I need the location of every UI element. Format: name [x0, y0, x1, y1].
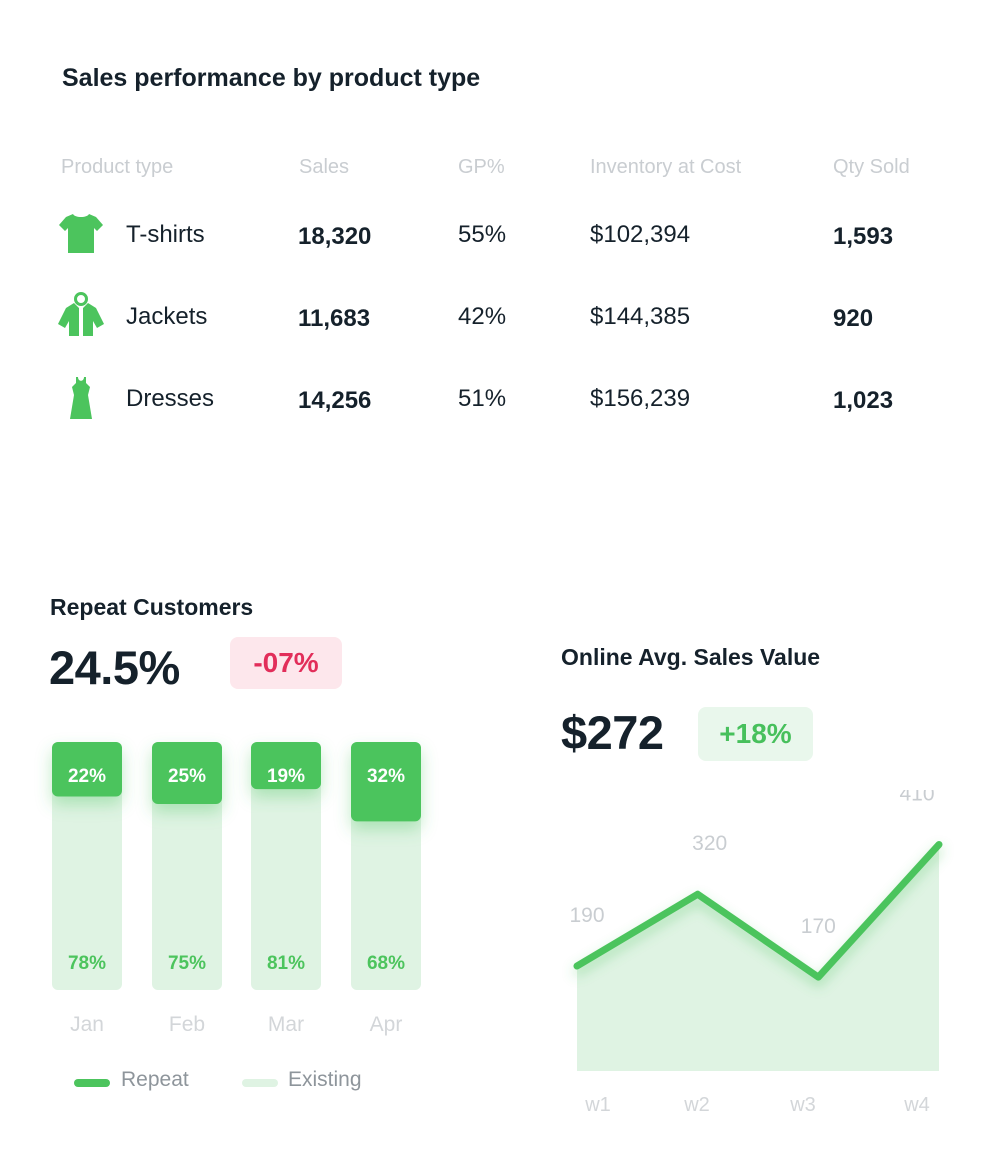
- x-tick-label: w3: [789, 1094, 816, 1116]
- gp-value: 51%: [458, 385, 507, 412]
- repeat-customers-title: Repeat Customers: [50, 594, 254, 620]
- jacket-icon: [58, 292, 104, 336]
- sales-value: 11,683: [298, 305, 371, 332]
- column-header-sales: Sales: [299, 156, 350, 178]
- online-avg-title: Online Avg. Sales Value: [561, 644, 821, 670]
- x-tick-label: w1: [584, 1094, 611, 1116]
- repeat-customers-chart: 22% 78% Jan 25% 75% Feb 19% 81% Mar 32% 68% Apr: [52, 742, 421, 1036]
- series-line: [573, 841, 943, 981]
- bar-repeat: [52, 742, 122, 797]
- data-label: 170: [801, 915, 836, 938]
- column-header-qty-sold: Qty Sold: [833, 156, 910, 178]
- legend-label-existing: Existing: [288, 1068, 362, 1091]
- x-tick-label: w4: [903, 1094, 930, 1116]
- bar-repeat: [152, 742, 222, 804]
- bar-label-existing: 75%: [168, 953, 206, 974]
- bar-repeat: [351, 742, 421, 822]
- sales-value: 14,256: [298, 387, 372, 414]
- bar-label-existing: 78%: [68, 953, 106, 974]
- qty-value: 920: [833, 305, 874, 332]
- column-header-gp: GP%: [458, 156, 505, 178]
- online-avg-value: $272: [561, 706, 664, 759]
- data-label: 410: [899, 790, 934, 806]
- qty-value: 1,593: [833, 223, 894, 250]
- table-title: Sales performance by product type: [62, 64, 481, 92]
- bar-label-repeat: 19%: [267, 766, 305, 787]
- inventory-value: $156,239: [590, 385, 691, 412]
- inventory-value: $102,394: [590, 221, 691, 248]
- bar-label-existing: 81%: [267, 953, 305, 974]
- product-name: T-shirts: [126, 221, 205, 248]
- online-avg-chart: 190 320 170 410 w1 w2 w3 w4: [569, 790, 943, 1116]
- bar-existing: [251, 742, 321, 990]
- column-header-product-type: Product type: [61, 156, 174, 178]
- gp-value: 42%: [458, 303, 507, 330]
- qty-value: 1,023: [833, 387, 894, 414]
- inventory-value: $144,385: [590, 303, 691, 330]
- x-tick-label: w2: [683, 1094, 710, 1116]
- bar-label-repeat: 22%: [68, 766, 106, 787]
- bar-existing: [52, 742, 122, 990]
- bar-label-existing: 68%: [367, 953, 405, 974]
- legend-swatch-repeat: [74, 1079, 110, 1087]
- repeat-customers-value: 24.5%: [49, 641, 180, 694]
- repeat-change-badge: -07%: [230, 637, 342, 689]
- data-label: 190: [569, 904, 604, 927]
- online-change-badge: +18%: [698, 707, 813, 761]
- legend-label-repeat: Repeat: [121, 1068, 189, 1091]
- x-tick-label: Mar: [268, 1013, 304, 1036]
- product-name: Dresses: [126, 385, 215, 412]
- dress-icon: [70, 377, 92, 419]
- legend-swatch-existing: [242, 1079, 278, 1087]
- column-header-inventory: Inventory at Cost: [590, 156, 742, 178]
- data-label: 320: [692, 832, 727, 855]
- bar-label-repeat: 25%: [168, 766, 206, 787]
- x-tick-label: Feb: [169, 1013, 205, 1036]
- x-tick-label: Jan: [70, 1013, 104, 1036]
- gp-value: 55%: [458, 221, 507, 248]
- area-fill: [577, 844, 939, 1071]
- x-tick-label: Apr: [370, 1013, 403, 1036]
- t-shirt-icon: [59, 214, 103, 253]
- bar-label-repeat: 32%: [367, 766, 405, 787]
- sales-value: 18,320: [298, 223, 372, 250]
- bar-repeat: [251, 742, 321, 790]
- product-name: Jackets: [126, 303, 208, 330]
